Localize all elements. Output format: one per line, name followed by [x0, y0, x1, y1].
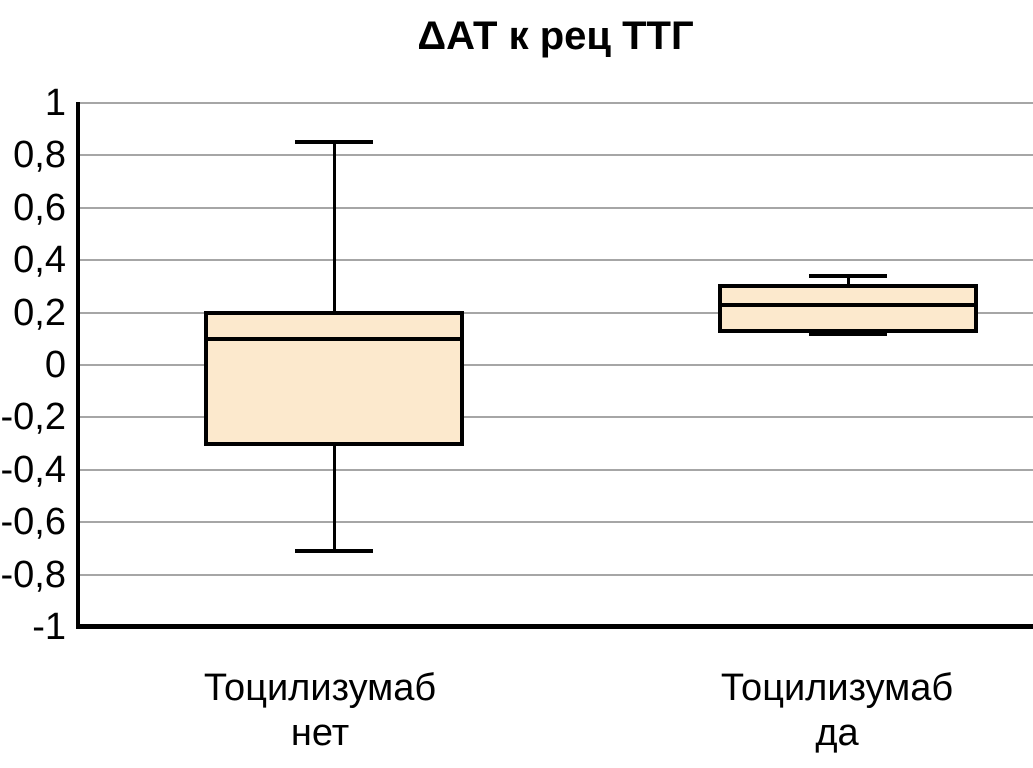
plot-area — [76, 102, 1033, 629]
gridline — [78, 468, 1033, 471]
upper-whisker-cap — [809, 273, 887, 278]
y-axis-line — [76, 102, 80, 629]
y-tick-label: 0,4 — [13, 239, 66, 282]
y-tick-label: 0,6 — [13, 186, 66, 229]
y-tick-label: 0,2 — [13, 291, 66, 334]
lower-whisker-line — [332, 443, 336, 551]
gridline — [78, 206, 1033, 209]
gridline — [78, 311, 1033, 314]
x-axis-line — [76, 624, 1033, 629]
gridline — [78, 154, 1033, 157]
gridline — [78, 573, 1033, 576]
upper-whisker-line — [332, 142, 336, 313]
median-line — [204, 336, 464, 341]
y-tick-label: 0 — [44, 344, 66, 386]
gridline — [78, 521, 1033, 524]
x-category-label-line: Тоцилизумаб — [720, 667, 954, 709]
median-line — [718, 302, 978, 307]
y-tick-label: -0,4 — [0, 448, 66, 491]
x-category-label-line: нет — [290, 712, 350, 754]
x-category-label: Тоцилизумаб да — [627, 666, 1033, 756]
x-category-label: Тоцилизумаб нет — [110, 666, 530, 756]
upper-whisker-cap — [295, 140, 373, 145]
y-tick-label: -0,8 — [0, 553, 66, 596]
y-tick-label: -0,6 — [0, 501, 66, 544]
gridline — [78, 364, 1033, 366]
box — [204, 310, 464, 446]
lower-whisker-cap — [295, 549, 373, 554]
x-category-label-line: Тоцилизумаб — [203, 667, 437, 709]
y-axis-tick-labels: 1 0,8 0,6 0,4 0,2 0 -0,2 -0,4 -0,6 -0,8 -1 — [0, 82, 66, 648]
gridline — [78, 416, 1033, 419]
lower-whisker-cap — [809, 331, 887, 336]
chart-title: ΔАТ к рец ТТГ — [417, 14, 694, 58]
y-tick-label: -0,2 — [0, 396, 66, 439]
y-tick-label: 1 — [44, 82, 66, 124]
x-category-label-line: да — [815, 712, 859, 754]
x-axis-category-labels: Тоцилизумаб нет Тоцилизумаб да — [78, 666, 1033, 766]
y-tick-label: 0,8 — [13, 134, 66, 177]
upper-whisker-line — [846, 275, 850, 287]
gridline — [78, 102, 1033, 104]
gridline — [78, 259, 1033, 262]
y-tick-label: -1 — [32, 606, 66, 648]
box — [718, 284, 978, 333]
